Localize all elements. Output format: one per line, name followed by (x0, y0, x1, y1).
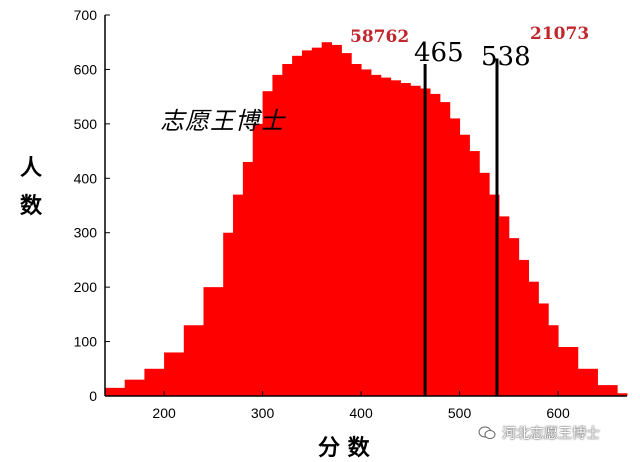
x-tick-label: 500 (448, 405, 472, 421)
x-tick-label: 200 (152, 405, 176, 421)
histogram-bar (597, 385, 618, 396)
histogram-bar (489, 194, 500, 396)
histogram-bar (203, 287, 224, 396)
source-badge: 河北志愿王博士 (478, 422, 600, 444)
histogram-bar (351, 63, 362, 396)
histogram-bar (617, 393, 628, 396)
histogram-bar (538, 303, 549, 396)
y-tick-label: 600 (74, 61, 98, 77)
tick-labels: 0 100 200 300 400 500 600 700 200 300 400 500 600 (74, 7, 570, 421)
histogram-bar (449, 118, 461, 397)
histogram-bar (528, 281, 539, 396)
histogram-bar (105, 387, 126, 396)
histogram-bar (390, 80, 401, 397)
histogram-bar (272, 74, 283, 396)
histogram-bar (301, 50, 313, 396)
histogram-bar (370, 74, 382, 396)
axes (104, 14, 627, 397)
histogram-bar (430, 93, 441, 397)
y-tick-label: 200 (74, 279, 98, 295)
histogram-bar (223, 232, 234, 396)
wechat-icon (478, 426, 496, 440)
y-tick-label: 400 (74, 170, 98, 186)
y-tick-label: 100 (74, 334, 98, 350)
y-tick-label: 300 (74, 225, 98, 241)
histogram-bar (498, 216, 510, 396)
x-tick-label: 400 (349, 405, 373, 421)
histogram-bar (469, 151, 480, 396)
histogram-bar (262, 91, 273, 396)
histogram-bar (341, 53, 352, 396)
x-tick-label: 300 (251, 405, 275, 421)
histogram-bar (439, 102, 451, 396)
cutoff-label-465: 465 (414, 38, 464, 68)
histogram-bar (380, 77, 392, 396)
histogram-bar (479, 172, 490, 396)
histogram-bar (410, 85, 421, 396)
watermark-text: 志愿王博士 (160, 107, 285, 135)
histogram-bar (508, 238, 520, 396)
histogram-bar (400, 83, 411, 397)
histogram-bar (577, 368, 598, 396)
y-axis-label-char-1: 人 (20, 155, 43, 181)
histogram-bar (292, 55, 303, 396)
histogram-bar (242, 161, 254, 396)
cutoff-label-538: 538 (481, 42, 531, 72)
y-tick-label: 0 (89, 388, 97, 404)
histogram-bar (183, 325, 204, 396)
histogram-bars (105, 42, 628, 397)
annotation-58762: 58762 (350, 27, 410, 47)
histogram-bar (311, 47, 323, 397)
x-axis-label: 分 数 (318, 435, 370, 461)
histogram-bar (252, 123, 264, 396)
y-tick-label: 700 (74, 7, 98, 23)
histogram-bar (282, 63, 293, 396)
histogram-bar (361, 69, 372, 396)
y-tick-label: 500 (74, 116, 98, 132)
histogram-bar (459, 134, 470, 396)
histogram-bar (164, 352, 185, 396)
histogram-bar (124, 379, 145, 396)
histogram-bar (233, 194, 244, 396)
histogram-bar (558, 347, 579, 396)
annotation-21073: 21073 (530, 24, 590, 44)
histogram-bar (518, 259, 530, 396)
y-axis-label-char-2: 数 (20, 193, 43, 219)
source-label: 河北志愿王博士 (502, 426, 600, 442)
histogram-bar (331, 44, 342, 396)
histogram-bar (144, 368, 165, 396)
cutoff-lines (423, 58, 499, 396)
x-tick-label: 600 (546, 405, 570, 421)
histogram-bar (321, 42, 333, 396)
histogram-bar (548, 325, 559, 396)
